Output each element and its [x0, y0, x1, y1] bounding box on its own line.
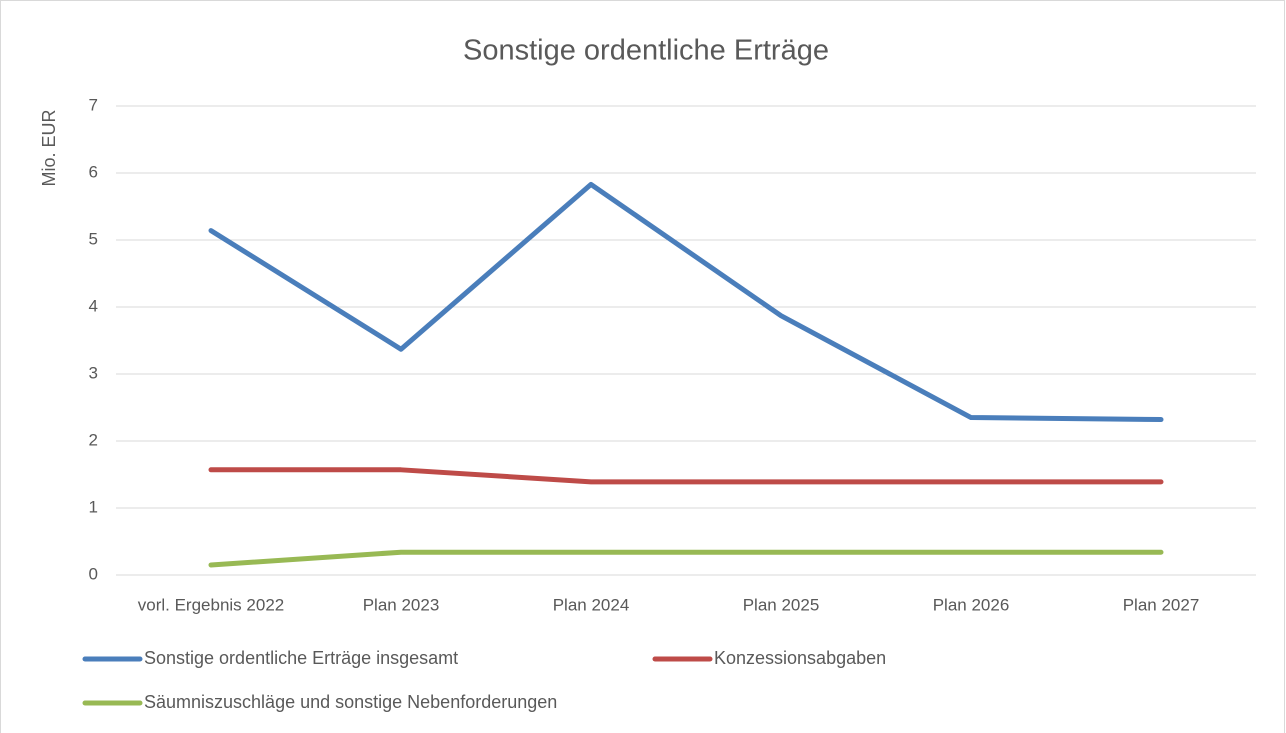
- x-tick-label: Plan 2025: [743, 595, 820, 614]
- legend-label: Säumniszuschläge und sonstige Nebenforde…: [144, 692, 557, 712]
- y-tick-label: 1: [89, 497, 98, 516]
- x-tick-label: vorl. Ergebnis 2022: [138, 595, 284, 614]
- x-tick-label: Plan 2023: [363, 595, 440, 614]
- x-tick-label: Plan 2024: [553, 595, 630, 614]
- y-tick-label: 3: [89, 363, 98, 382]
- y-tick-label: 7: [89, 95, 98, 114]
- series-line: [208, 549, 1164, 568]
- chart-title: Sonstige ordentliche Erträge: [463, 35, 829, 67]
- x-tick-label: Plan 2026: [933, 595, 1010, 614]
- y-tick-label: 2: [89, 430, 98, 449]
- y-axis-label: Mio. EUR: [39, 109, 59, 186]
- series-line: [208, 181, 1164, 423]
- y-tick-label: 6: [89, 162, 98, 181]
- legend-label: Sonstige ordentliche Erträge insgesamt: [144, 648, 458, 668]
- legend-label: Konzessionsabgaben: [714, 648, 886, 668]
- x-tick-label: Plan 2027: [1123, 595, 1200, 614]
- series-line: [208, 467, 1164, 485]
- y-tick-label: 0: [89, 564, 98, 583]
- y-tick-label: 5: [89, 229, 98, 248]
- y-tick-label: 4: [89, 296, 98, 315]
